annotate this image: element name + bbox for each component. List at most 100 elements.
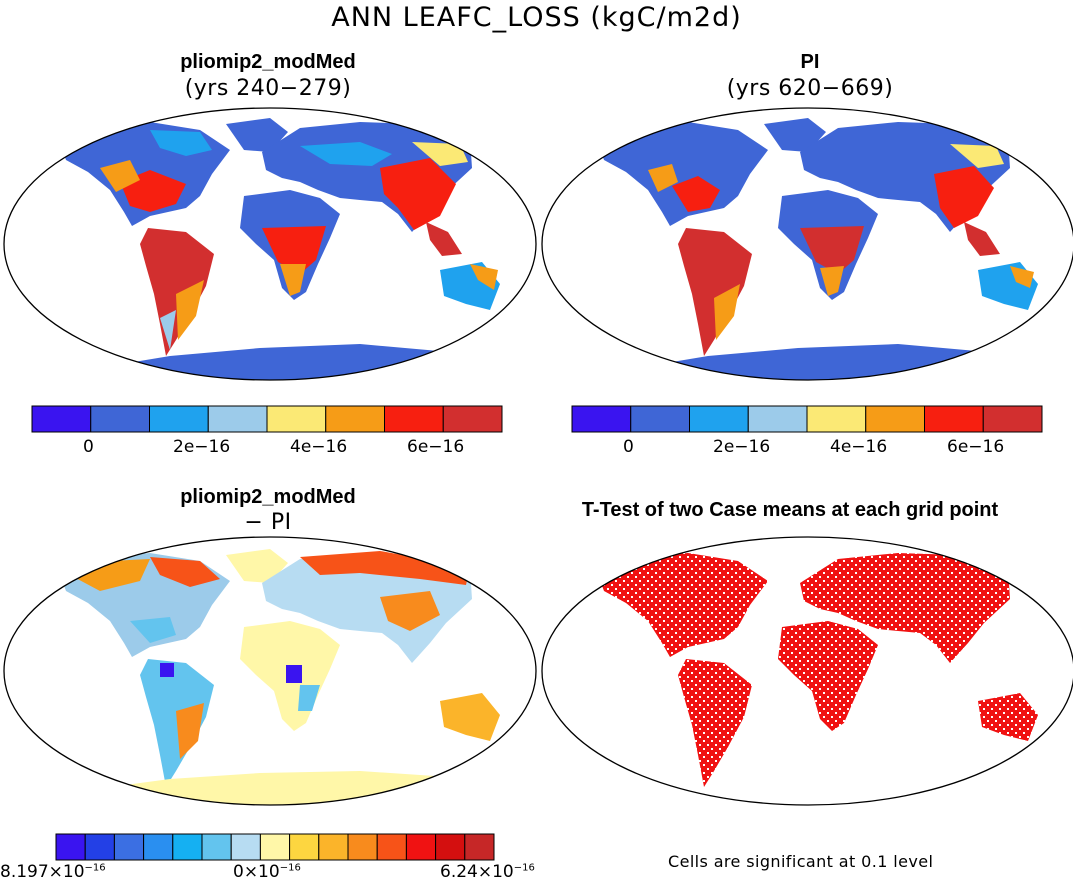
colorbar-swatch bbox=[230, 833, 261, 861]
figure-title: ANN LEAFC_LOSS (kgC/m2d) bbox=[331, 2, 742, 33]
landmass-greenland bbox=[764, 118, 826, 152]
colorbar-swatch bbox=[325, 405, 385, 433]
colorbar-swatch bbox=[149, 405, 209, 433]
colorbar-label-mid: 0×10−16 bbox=[233, 862, 301, 882]
colorbar-swatch bbox=[207, 405, 268, 433]
map-boundary bbox=[541, 536, 1073, 806]
panel-subtitle-top-left: (yrs 240−279) bbox=[184, 76, 352, 101]
panel-title-bottom-right: T-Test of two Case means at each grid po… bbox=[581, 499, 999, 521]
region-patagonia bbox=[160, 310, 176, 350]
region-far-east bbox=[950, 144, 1004, 168]
landmass-south-america bbox=[140, 228, 214, 356]
colorbar-top-right bbox=[571, 405, 1043, 433]
colorbar-swatch bbox=[172, 833, 203, 861]
colorbar-tick-label: 6e−16 bbox=[947, 437, 1005, 457]
colorbar-swatch bbox=[435, 833, 466, 861]
colorbar-label-right: 6.24×10−16 bbox=[440, 862, 535, 882]
region-se-na bbox=[672, 176, 720, 212]
colorbar-swatch bbox=[31, 405, 92, 433]
colorbar-swatch bbox=[55, 833, 86, 861]
region-se-asia bbox=[426, 222, 462, 256]
colorbar-tick-label: 2e−16 bbox=[173, 437, 231, 457]
colorbar-tick-label: 0 bbox=[83, 437, 94, 457]
region-se-asia bbox=[964, 222, 1000, 256]
colorbar-swatch bbox=[982, 405, 1043, 433]
colorbar-swatch bbox=[201, 833, 232, 861]
region-sa-east bbox=[176, 703, 204, 759]
landmass-south-america bbox=[678, 228, 752, 356]
region-southern-africa bbox=[820, 266, 844, 296]
region-southern-africa bbox=[280, 264, 306, 296]
map-top-right bbox=[541, 107, 1073, 381]
colorbar-swatch bbox=[806, 405, 867, 433]
colorbar-swatch bbox=[266, 405, 327, 433]
colorbar-swatch bbox=[571, 405, 632, 433]
landmass-greenland bbox=[226, 549, 288, 583]
region-east-asia bbox=[380, 158, 456, 230]
colorbar-swatch bbox=[376, 833, 407, 861]
region-se-na bbox=[130, 617, 176, 643]
region-east-asia bbox=[380, 591, 440, 631]
landmass-north-america bbox=[598, 122, 768, 226]
colorbar-swatch bbox=[84, 833, 115, 861]
map-boundary bbox=[3, 107, 537, 381]
landmass-north-america bbox=[598, 553, 768, 657]
region-sa-north bbox=[160, 663, 174, 677]
region-central-africa bbox=[262, 226, 326, 274]
colorbar-label-left: 8.197×10−16 bbox=[0, 862, 106, 882]
region-au-east bbox=[1010, 266, 1034, 288]
region-sa-south bbox=[176, 280, 204, 340]
landmass-eurasia bbox=[262, 553, 472, 663]
colorbar-tick-label: 6e−16 bbox=[407, 437, 465, 457]
colorbar-swatch bbox=[384, 405, 444, 433]
colorbar-tick-label: 4e−16 bbox=[830, 437, 888, 457]
region-far-east bbox=[412, 142, 468, 166]
panel-subtitle-bottom-left: − PI bbox=[244, 510, 292, 535]
region-sa-south bbox=[714, 284, 740, 340]
significance-note: Cells are significant at 0.1 level bbox=[668, 852, 934, 871]
panel-title-bottom-left: pliomip2_modMed bbox=[180, 486, 356, 508]
landmass-eurasia bbox=[800, 553, 1010, 663]
colorbar-swatch bbox=[747, 405, 808, 433]
landmass-australia bbox=[978, 693, 1038, 741]
region-au-east bbox=[470, 264, 498, 290]
region-alaska bbox=[70, 559, 150, 591]
region-na-mid bbox=[100, 160, 140, 192]
colorbar-swatch bbox=[113, 833, 145, 861]
region-canada bbox=[150, 130, 212, 156]
panel-title-top-left: pliomip2_modMed bbox=[180, 51, 356, 73]
map-top-left bbox=[3, 107, 537, 381]
region-central-africa bbox=[800, 226, 864, 274]
colorbar-swatch bbox=[143, 833, 174, 861]
colorbar-swatch bbox=[630, 405, 690, 433]
colorbar-swatch bbox=[347, 833, 378, 861]
map-boundary bbox=[3, 536, 537, 806]
region-congo bbox=[286, 665, 302, 683]
panel-subtitle-top-right: (yrs 620−669) bbox=[726, 76, 894, 101]
colorbar-swatch bbox=[865, 405, 925, 433]
colorbar-bottom-left bbox=[55, 833, 495, 861]
colorbar-swatch bbox=[442, 405, 503, 433]
panel-title-top-right: PI bbox=[800, 51, 820, 73]
colorbar-top-left bbox=[31, 405, 503, 433]
colorbar-swatch bbox=[259, 833, 291, 861]
landmass-africa bbox=[778, 621, 878, 731]
colorbar-swatch bbox=[689, 405, 749, 433]
colorbar-swatch bbox=[464, 833, 495, 861]
colorbar-tick-label: 2e−16 bbox=[713, 437, 771, 457]
colorbar-swatch bbox=[90, 405, 150, 433]
landmass-south-america bbox=[678, 659, 752, 787]
map-bottom-right bbox=[541, 536, 1073, 806]
colorbar-swatch bbox=[924, 405, 984, 433]
map-bottom-left bbox=[3, 536, 537, 806]
landmass-greenland bbox=[226, 118, 288, 152]
colorbar-swatch bbox=[318, 833, 349, 861]
landmass-australia bbox=[440, 693, 500, 741]
map-boundary bbox=[541, 107, 1073, 381]
region-southern-africa bbox=[298, 685, 320, 711]
region-east-asia bbox=[934, 166, 994, 228]
region-siberia bbox=[300, 142, 392, 166]
region-canada bbox=[150, 557, 220, 587]
colorbar-tick-label: 4e−16 bbox=[290, 437, 348, 457]
region-na-mid bbox=[648, 164, 678, 192]
